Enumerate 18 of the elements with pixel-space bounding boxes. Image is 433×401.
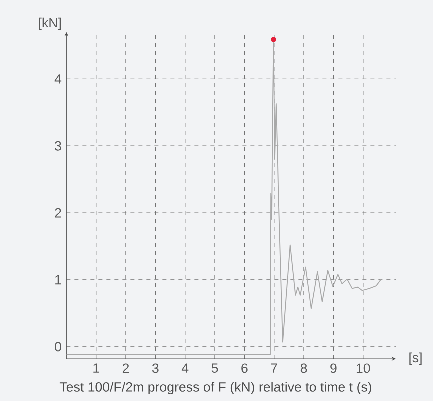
y-tick-label: 1: [56, 275, 62, 285]
x-tick-label: 9: [330, 364, 337, 374]
x-tick-label: 10: [356, 364, 370, 374]
y-tick-label: 3: [55, 141, 62, 151]
x-tick-label: 2: [122, 364, 130, 374]
y-axis-title: [kN]: [39, 18, 62, 30]
x-tick-label: 4: [182, 364, 189, 373]
y-tick-label: 4: [54, 74, 62, 84]
y-tick-label: 2: [55, 208, 62, 218]
x-tick-label: 6: [242, 364, 248, 374]
x-tick-label: 1: [94, 364, 100, 373]
y-tick-label: 0: [55, 342, 62, 352]
text: Test 100/F/2m progress of F (kN) relative to time t (s): [60, 382, 372, 395]
x-tick-label: 8: [300, 364, 308, 374]
x-tick-label: 5: [212, 364, 218, 374]
x-tick-label: 7: [271, 364, 278, 373]
x-axis-title: [s]: [410, 352, 422, 366]
x-tick-label: 3: [152, 364, 159, 374]
